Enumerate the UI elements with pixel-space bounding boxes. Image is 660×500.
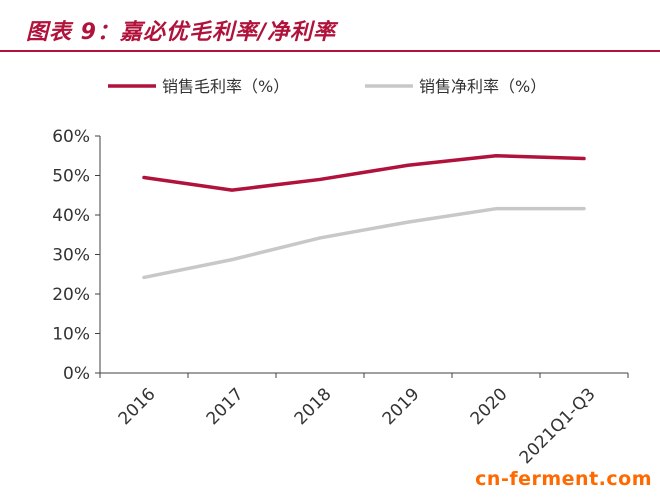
x-tick-label: 2018 xyxy=(291,384,336,429)
title-divider xyxy=(0,50,660,52)
y-tick-label: 60% xyxy=(52,127,90,147)
net-margin-line xyxy=(142,206,586,280)
y-axis-ticks: 0% 10% 20% 30% 40% 50% 60% xyxy=(52,127,100,384)
chart-title: 图表 9：嘉必优毛利率/净利率 xyxy=(26,20,337,45)
y-tick-label: 10% xyxy=(52,325,90,345)
legend-label-gross: 销售毛利率（%） xyxy=(162,77,289,96)
y-tick-label: 20% xyxy=(52,285,90,305)
x-tick-label: 2021Q1-Q3 xyxy=(516,384,600,468)
y-tick-label: 50% xyxy=(52,167,90,187)
gross-margin-line xyxy=(142,154,586,192)
x-tick-label: 2016 xyxy=(115,384,160,429)
x-tick-label: 2020 xyxy=(467,384,512,429)
watermark-logo: cn-ferment.com xyxy=(475,468,652,490)
legend-label-net: 销售净利率（%） xyxy=(419,77,546,96)
y-tick-label: 30% xyxy=(52,246,90,266)
y-tick-label: 40% xyxy=(52,206,90,226)
x-tick-label: 2017 xyxy=(203,384,248,429)
legend: 销售毛利率（%） 销售净利率（%） xyxy=(108,77,546,96)
series-lines xyxy=(142,154,586,280)
x-tick-label: 2019 xyxy=(379,384,424,429)
x-axis-ticks: 2016 2017 2018 2019 2020 2021Q1-Q3 xyxy=(99,373,629,468)
y-tick-label: 0% xyxy=(63,364,90,384)
